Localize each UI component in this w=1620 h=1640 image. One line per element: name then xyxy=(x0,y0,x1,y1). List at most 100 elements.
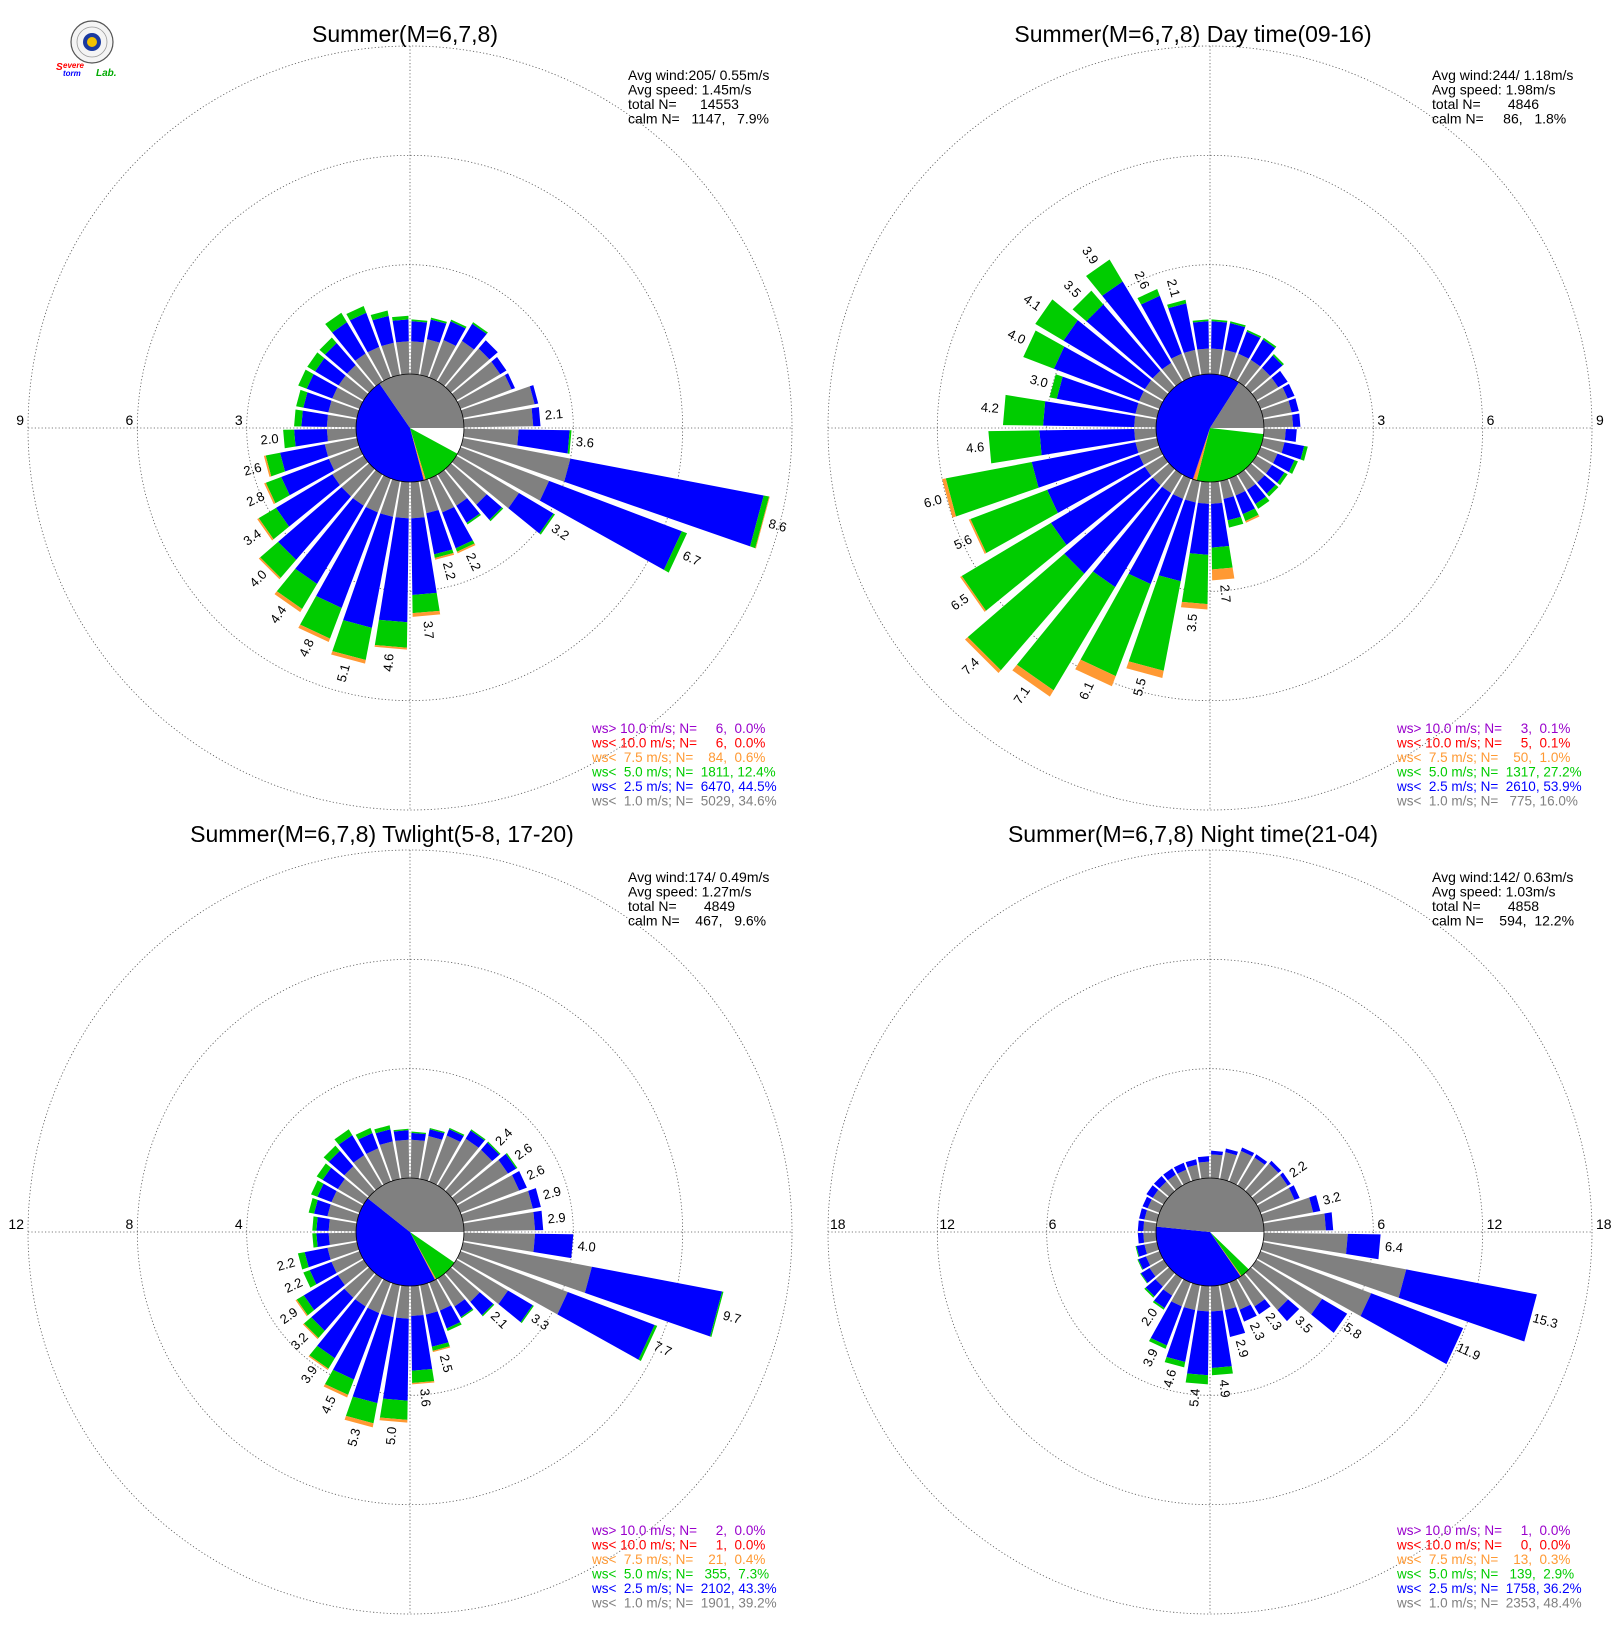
wind-bar-segment xyxy=(1245,1267,1289,1311)
bar-value-label: 3.5 xyxy=(1061,277,1084,300)
wind-bar-segment xyxy=(1135,438,1160,453)
wind-bar xyxy=(445,340,498,393)
wind-bar-segment xyxy=(442,506,473,549)
wind-bar-segment xyxy=(319,337,337,355)
wind-bar-segment xyxy=(1211,1310,1232,1368)
wind-bar-segment xyxy=(439,1305,461,1329)
wind-bar-segment xyxy=(465,1130,485,1148)
wind-bar-segment xyxy=(1257,1251,1372,1317)
wind-bar-segment xyxy=(366,1148,391,1185)
wind-bar-segment xyxy=(1281,442,1305,460)
wind-bar-segment xyxy=(457,374,512,409)
wind-bar xyxy=(420,1127,445,1182)
wind-bar-segment xyxy=(1262,337,1277,349)
wind-bar-segment xyxy=(1211,321,1228,350)
wind-bar-segment xyxy=(961,522,1067,611)
wind-bar-segment xyxy=(945,462,1039,517)
wind-bar xyxy=(325,312,383,387)
radial-tick-label: 12 xyxy=(8,1216,24,1232)
wind-bar: 5.1 xyxy=(331,478,400,684)
wind-bar-segment xyxy=(411,517,437,595)
wind-bar-segment xyxy=(278,487,351,560)
wind-bar-segment xyxy=(1140,295,1182,359)
wind-bar-segment xyxy=(557,1291,655,1360)
wind-bar-segment xyxy=(1223,496,1241,521)
wind-bar-segment xyxy=(567,430,572,454)
wind-bar-segment xyxy=(451,1259,509,1305)
wind-bar-segment xyxy=(328,447,363,471)
bar-value-label: 3.9 xyxy=(298,1363,321,1386)
wind-bar-segment xyxy=(463,1212,536,1232)
bar-value-label: 3.2 xyxy=(549,521,572,544)
wind-bar-segment xyxy=(445,1267,480,1302)
wind-bar-segment xyxy=(478,340,498,360)
bar-value-label: 2.5 xyxy=(437,1353,456,1374)
wind-bar xyxy=(1192,319,1210,375)
wind-bar-segment xyxy=(1292,413,1301,427)
legend-entry: ws< 5.0 m/s; N= 355, 7.3% xyxy=(591,1567,769,1582)
wind-bar-segment xyxy=(470,1292,494,1316)
wind-bar-segment xyxy=(324,438,360,457)
wind-bar-segment xyxy=(1280,1172,1291,1186)
wind-bar-segment xyxy=(1150,1301,1182,1346)
wind-bar-segment xyxy=(437,1138,479,1191)
chart-title: Summer(M=6,7,8) Twlight(5-8, 17-20) xyxy=(190,821,574,847)
wind-bar xyxy=(1137,1232,1157,1244)
wind-bar xyxy=(393,1128,410,1179)
bar-value-label: 7.7 xyxy=(651,1338,674,1359)
stat-calm-n: calm N= 86, 1.8% xyxy=(1432,111,1566,127)
wind-bar: 4.8 xyxy=(296,475,391,659)
wind-bar-segment xyxy=(529,385,539,405)
bar-value-label: 6.7 xyxy=(680,548,703,569)
wind-bar-segment xyxy=(349,312,380,353)
wind-bar: 4.2 xyxy=(980,394,1157,428)
wind-bar-segment xyxy=(1187,1310,1209,1376)
wind-bar: 6.1 xyxy=(1075,475,1191,702)
wind-bar-segment xyxy=(331,1190,363,1213)
wind-bar-segment xyxy=(1167,299,1187,309)
wind-bar xyxy=(1257,1185,1300,1213)
svg-text:evere: evere xyxy=(63,61,84,70)
wind-bar-segment xyxy=(1197,348,1210,375)
legend-entry: ws< 1.0 m/s; N= 1901, 39.2% xyxy=(591,1596,777,1611)
wind-bar xyxy=(1257,383,1295,409)
wind-bar-segment xyxy=(410,341,424,375)
wind-bar-segment xyxy=(1139,1208,1147,1220)
wind-bar-segment xyxy=(460,1308,474,1319)
wind-bar: 2.2 xyxy=(420,478,459,582)
wind-bar-segment xyxy=(327,1242,360,1260)
radial-tick-label: 6 xyxy=(1049,1216,1057,1232)
wind-bar-segment xyxy=(1288,460,1298,474)
wind-bar-segment xyxy=(1137,1232,1145,1244)
wind-bar xyxy=(1163,1168,1183,1191)
wind-bar-segment xyxy=(481,1303,495,1317)
wind-bar: 2.6 xyxy=(457,1162,547,1213)
pie-slice xyxy=(1210,382,1264,428)
wind-bar-segment xyxy=(1183,349,1200,378)
wind-bar-segment xyxy=(1180,601,1208,610)
wind-bar xyxy=(308,1198,360,1222)
wind-bar-segment xyxy=(327,1204,360,1222)
wind-bar-segment xyxy=(1197,1156,1210,1163)
wind-bar-segment xyxy=(1254,1299,1271,1315)
wind-bar-segment xyxy=(505,1152,518,1169)
wind-bar-segment xyxy=(437,1273,465,1307)
wind-bar-segment xyxy=(466,513,481,525)
wind-bar-segment xyxy=(379,1398,408,1420)
wind-bar-segment xyxy=(309,1261,337,1285)
wind-bar-segment xyxy=(328,1150,354,1176)
wind-bar-segment xyxy=(1197,1285,1210,1312)
wind-bar-segment xyxy=(463,1232,536,1252)
radial-tick-label: 6 xyxy=(126,412,134,428)
wind-bar xyxy=(429,1127,465,1185)
wind-bar-segment xyxy=(328,1232,357,1246)
wind-bar-segment xyxy=(312,1233,318,1248)
wind-bar-segment xyxy=(1126,661,1164,678)
bar-value-label: 3.4 xyxy=(240,526,263,549)
wind-bar-segment xyxy=(489,507,504,522)
wind-bar-segment xyxy=(1043,401,1136,427)
wind-bar-segment xyxy=(1265,464,1285,483)
wind-bar-segment xyxy=(437,469,468,506)
pie-slice xyxy=(356,1198,436,1286)
wind-bar-segment xyxy=(1211,1366,1233,1376)
